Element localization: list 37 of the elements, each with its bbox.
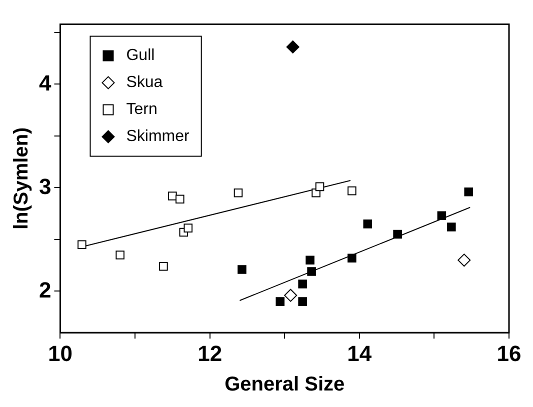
point xyxy=(78,240,86,250)
point xyxy=(348,254,356,262)
point xyxy=(393,230,402,239)
legend-label: Skimmer xyxy=(126,128,190,146)
point xyxy=(363,220,372,228)
legend-label: Gull xyxy=(126,47,155,64)
x-tick-label: 12 xyxy=(198,340,222,366)
legend-label: Skua xyxy=(126,74,163,92)
point xyxy=(348,186,356,196)
x-tick-label: 10 xyxy=(48,340,72,366)
point xyxy=(276,297,285,306)
point xyxy=(437,211,446,220)
legend-label: Tern xyxy=(126,101,158,118)
point xyxy=(116,250,124,260)
point xyxy=(307,267,316,276)
y-tick-label: 4 xyxy=(38,70,52,96)
x-tick-label: 14 xyxy=(347,340,372,366)
point xyxy=(315,182,324,192)
point xyxy=(306,256,314,265)
x-axis-title: General Size xyxy=(224,374,345,396)
point xyxy=(176,194,184,204)
point xyxy=(159,262,168,271)
point xyxy=(234,188,243,198)
x-tick-label: 16 xyxy=(496,340,522,366)
point xyxy=(286,40,300,54)
y-tick-label: 3 xyxy=(38,174,52,199)
point xyxy=(184,224,193,232)
point xyxy=(284,288,298,302)
point xyxy=(298,297,307,306)
point xyxy=(464,187,473,196)
point xyxy=(298,280,307,288)
point xyxy=(238,265,246,274)
point xyxy=(168,192,177,200)
y-axis-title: ln(Symlen) xyxy=(10,127,33,230)
point xyxy=(447,222,456,232)
point xyxy=(458,254,471,267)
y-tick-label: 2 xyxy=(38,277,52,302)
